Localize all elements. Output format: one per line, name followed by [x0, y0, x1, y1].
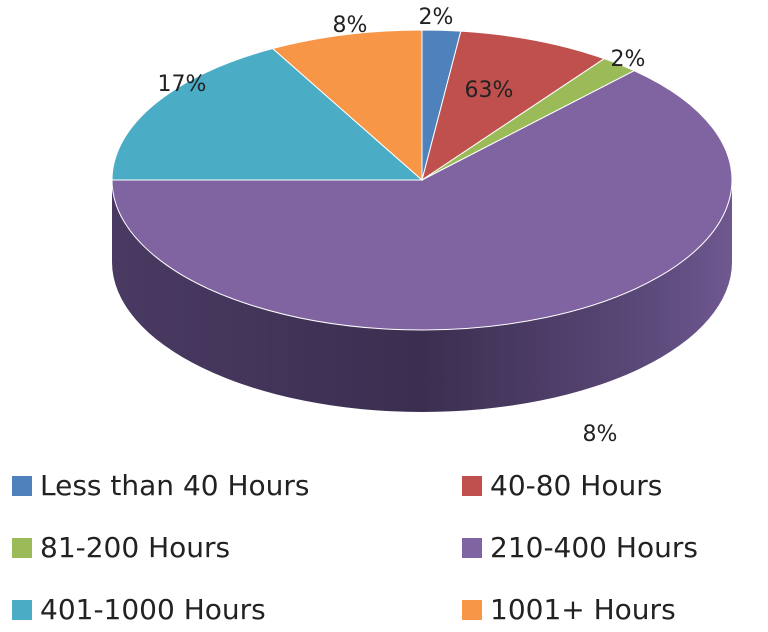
legend-label: Less than 40 Hours [40, 469, 310, 502]
data-label: 8% [333, 13, 368, 38]
legend-swatch [12, 538, 32, 558]
data-label: 17% [158, 72, 207, 97]
legend-label: 1001+ Hours [490, 593, 676, 626]
pie-slice [271, 29, 423, 182]
legend-label: 401-1000 Hours [40, 593, 266, 626]
pie-side [112, 180, 732, 412]
legend-swatch [12, 476, 32, 496]
legend-label: 210-400 Hours [490, 531, 698, 564]
legend-label: 40-80 Hours [490, 469, 662, 502]
pie-slice [111, 48, 424, 181]
data-label: 2% [419, 5, 454, 30]
data-label: 8% [583, 422, 618, 447]
legend-swatch [12, 600, 32, 620]
legend-swatch [462, 600, 482, 620]
legend-label: 81-200 Hours [40, 531, 230, 564]
pie-slice [421, 30, 606, 182]
pie-slice [111, 70, 733, 331]
data-label: 2% [611, 47, 646, 72]
data-label: 63% [465, 78, 514, 103]
legend-swatch [462, 476, 482, 496]
legend-swatch [462, 538, 482, 558]
